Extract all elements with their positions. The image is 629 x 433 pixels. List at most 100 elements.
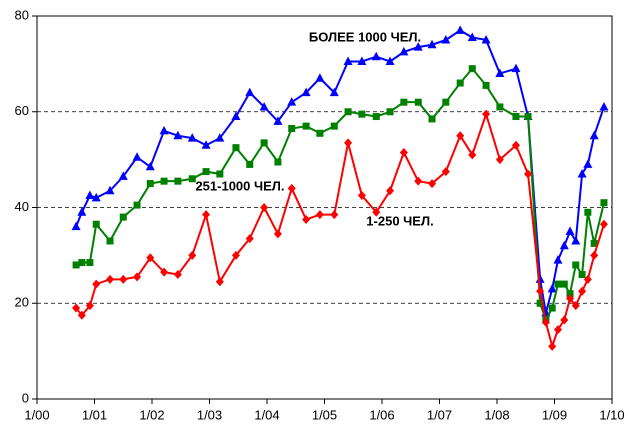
data-point (273, 116, 283, 125)
data-point (77, 310, 86, 320)
data-point (78, 259, 86, 267)
data-point (571, 236, 581, 245)
data-point (187, 133, 197, 142)
data-point (399, 46, 409, 56)
data-point (511, 140, 520, 150)
data-point (118, 171, 128, 180)
data-point (536, 286, 545, 296)
data-point (146, 180, 154, 188)
data-point (560, 280, 568, 288)
data-point (565, 226, 575, 235)
data-point (330, 122, 338, 130)
x-tick-label: 1/01 (82, 407, 107, 422)
data-point (468, 65, 476, 73)
data-point (287, 183, 296, 193)
data-point (560, 315, 569, 325)
data-point (495, 68, 505, 77)
y-tick-label: 80 (15, 7, 29, 22)
data-point (468, 150, 477, 160)
data-point (413, 42, 423, 51)
data-point (583, 274, 592, 284)
x-tick-label: 1/07 (427, 407, 452, 422)
data-point (231, 111, 241, 121)
data-point (174, 177, 182, 185)
data-point (119, 274, 128, 284)
data-point (524, 113, 532, 121)
data-point (590, 239, 598, 247)
data-point (288, 125, 296, 133)
data-point (245, 234, 254, 244)
data-point (215, 277, 224, 287)
data-point (584, 208, 592, 216)
data-point (455, 25, 465, 34)
data-point (173, 130, 183, 140)
data-point (414, 176, 423, 186)
data-point (302, 122, 310, 130)
data-point (548, 341, 557, 351)
data-point (372, 113, 380, 121)
data-point (583, 159, 593, 168)
data-point (427, 39, 437, 49)
data-point (273, 229, 282, 239)
data-point (481, 34, 491, 44)
data-point (599, 101, 609, 111)
data-point (357, 191, 366, 201)
data-point (482, 81, 490, 89)
x-tick-label: 1/05 (312, 407, 337, 422)
data-point (231, 250, 240, 260)
data-point (553, 325, 562, 335)
data-point (344, 138, 353, 148)
data-point (343, 56, 353, 65)
data-point (358, 110, 366, 118)
data-point (442, 98, 450, 106)
x-tick-label: 1/10 (599, 407, 624, 422)
series-label: 251-1000 ЧЕЛ. (195, 178, 284, 193)
data-point (215, 133, 225, 142)
data-point (495, 155, 504, 165)
data-point (160, 177, 168, 185)
data-point (428, 115, 436, 123)
data-point (357, 56, 367, 65)
data-point (72, 303, 81, 313)
data-point (399, 147, 408, 157)
data-point (456, 131, 465, 141)
y-tick-label: 40 (15, 199, 29, 214)
data-point (511, 63, 521, 73)
x-tick-label: 1/08 (484, 407, 509, 422)
data-point (160, 267, 169, 277)
data-point (385, 56, 395, 65)
data-point (566, 293, 575, 303)
data-point (77, 207, 87, 216)
x-tick-label: 1/06 (369, 407, 394, 422)
data-point (329, 87, 339, 97)
data-point (400, 98, 408, 106)
data-point (536, 299, 544, 307)
data-point (599, 219, 608, 229)
data-point (188, 175, 196, 183)
data-point (344, 108, 352, 116)
data-point (467, 32, 477, 42)
data-point (428, 179, 437, 189)
series-label: 1-250 ЧЕЛ. (366, 213, 433, 228)
data-point (86, 259, 94, 267)
data-point (330, 210, 339, 220)
data-point (302, 214, 311, 224)
data-point (371, 51, 381, 61)
data-point (216, 170, 224, 178)
y-tick-label: 60 (15, 103, 29, 118)
data-point (600, 199, 608, 207)
data-point (386, 186, 395, 196)
x-tick-label: 1/09 (542, 407, 567, 422)
x-tick-label: 1/00 (24, 407, 49, 422)
data-point (315, 210, 324, 220)
data-point (577, 168, 587, 178)
data-point (372, 207, 381, 217)
series-line (75, 29, 605, 314)
data-point (386, 108, 394, 116)
data-point (553, 255, 563, 264)
data-point (246, 160, 254, 168)
data-point (245, 87, 255, 97)
data-point (541, 317, 550, 327)
data-point (133, 201, 141, 209)
